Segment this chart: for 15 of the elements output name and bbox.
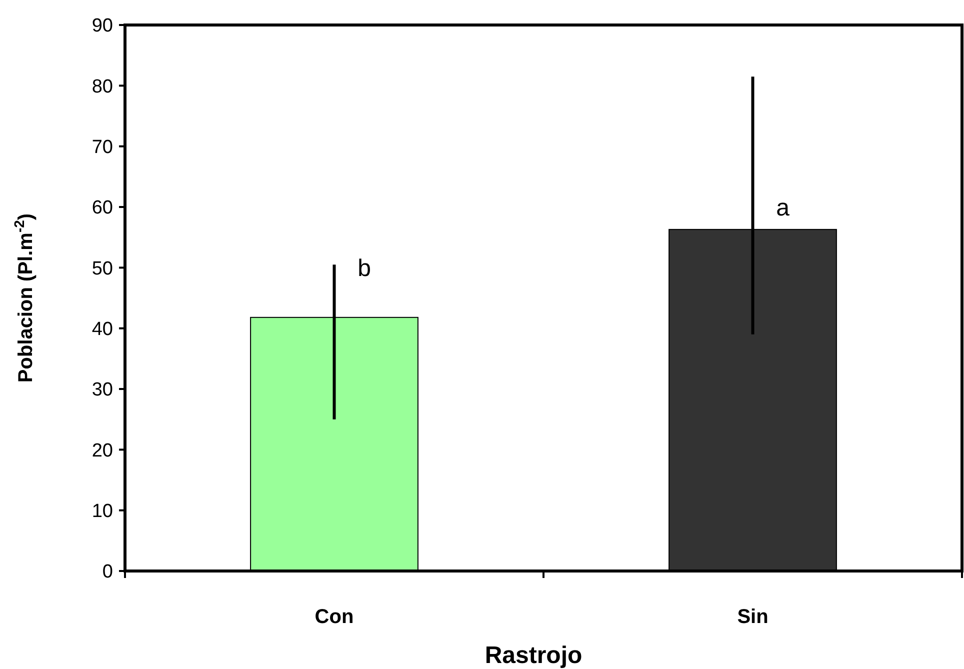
x-tick-label: Con [314, 606, 354, 628]
y-tick-label: 70 [92, 136, 113, 158]
x-tick-label: Sin [737, 606, 768, 628]
y-tick-label: 80 [92, 76, 113, 98]
annotation: b [358, 255, 371, 282]
y-tick-label: 0 [102, 562, 113, 583]
y-tick-label: 60 [92, 198, 113, 219]
y-tick-label: 10 [92, 500, 113, 522]
x-axis-title: Rastrojo [484, 642, 582, 669]
y-tick-label: 90 [92, 16, 113, 37]
y-tick-label: 40 [92, 318, 113, 340]
y-tick-label: 20 [92, 440, 113, 462]
y-tick-label: 30 [92, 380, 113, 401]
y-tick-label: 50 [92, 258, 113, 280]
annotation: a [776, 194, 790, 222]
